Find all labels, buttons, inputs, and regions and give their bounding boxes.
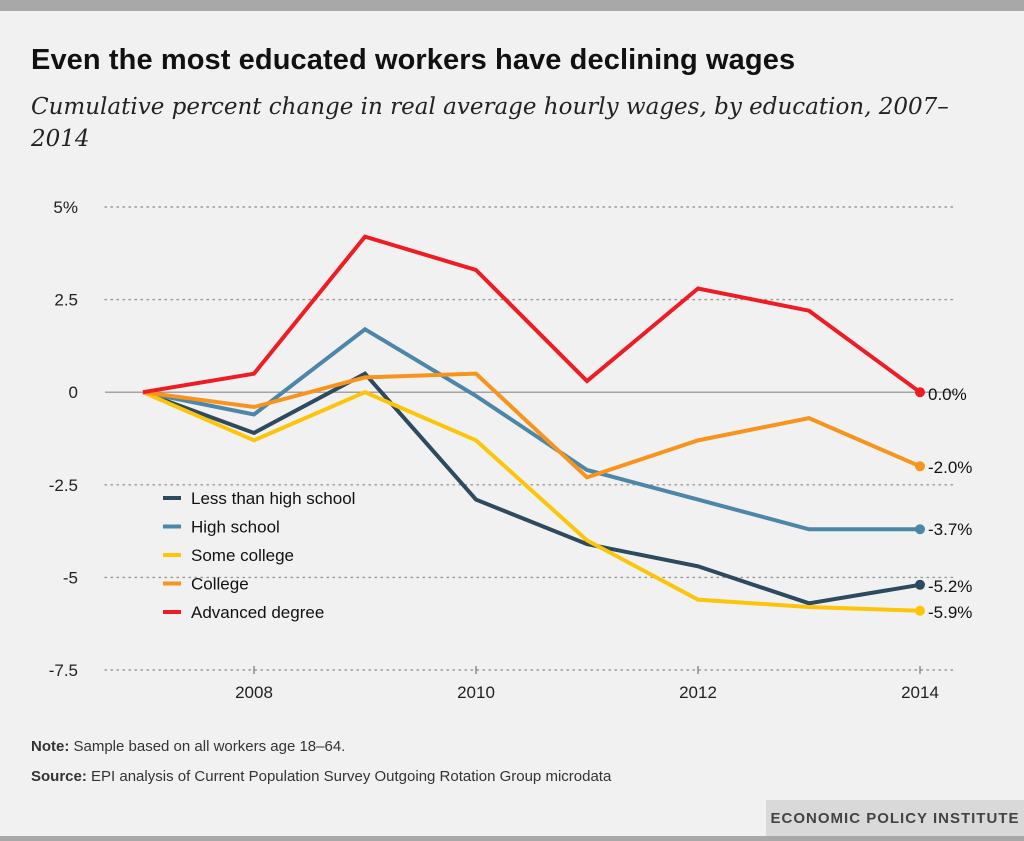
chart-subtitle: Cumulative percent change in real averag… [31, 94, 949, 152]
y-tick-label: -7.5 [49, 661, 78, 680]
series-end-label: 0.0% [928, 385, 967, 404]
chart-title: Even the most educated workers have decl… [31, 44, 796, 76]
note-text: Sample based on all workers age 18–64. [69, 738, 346, 755]
legend-label: High school [191, 518, 280, 537]
legend-label: Advanced degree [191, 603, 324, 622]
x-tick-label: 2010 [457, 683, 495, 702]
series-end-label: -2.0% [928, 458, 972, 477]
x-tick-label: 2008 [235, 683, 273, 702]
bottom-border-bar [0, 836, 1024, 841]
note-label: Note: [31, 738, 70, 755]
y-tick-label: 0 [69, 383, 78, 402]
series-end-label: -5.9% [928, 603, 972, 622]
series-line [142, 390, 921, 613]
legend-label: Less than high school [191, 489, 355, 508]
source-label: Source: [31, 768, 87, 785]
top-border-bar [0, 0, 1024, 11]
series-end-label: -5.2% [928, 577, 972, 596]
source-text: EPI analysis of Current Population Surve… [86, 768, 612, 785]
footnote-note: Note: Sample based on all workers age 18… [31, 738, 345, 755]
series-endpoint [915, 605, 925, 616]
series-line [142, 371, 921, 480]
footnote-source: Source: EPI analysis of Current Populati… [31, 768, 611, 785]
series-end-label: -3.7% [928, 520, 972, 539]
y-tick-label: 5% [53, 198, 78, 217]
line-chart: 5% 2.5 0 -2.5 -5 -7.5 2008 2010 2012 2014 -5.2% -3.… [49, 198, 973, 702]
x-tick-label: 2012 [679, 683, 717, 702]
series-endpoint [915, 387, 925, 398]
series-endpoint [915, 461, 925, 472]
y-tick-label: 2.5 [54, 291, 78, 310]
series-endpoint [915, 579, 925, 590]
legend-label: Some college [191, 546, 294, 565]
series-line [142, 371, 921, 606]
y-tick-label: -2.5 [49, 476, 78, 495]
y-tick-label: -5 [63, 568, 78, 587]
x-tick-label: 2014 [901, 683, 939, 702]
series-line [142, 234, 922, 395]
legend-label: College [191, 575, 249, 594]
series-endpoint [915, 524, 925, 535]
brand-logo: ECONOMIC POLICY INSTITUTE [766, 800, 1024, 836]
